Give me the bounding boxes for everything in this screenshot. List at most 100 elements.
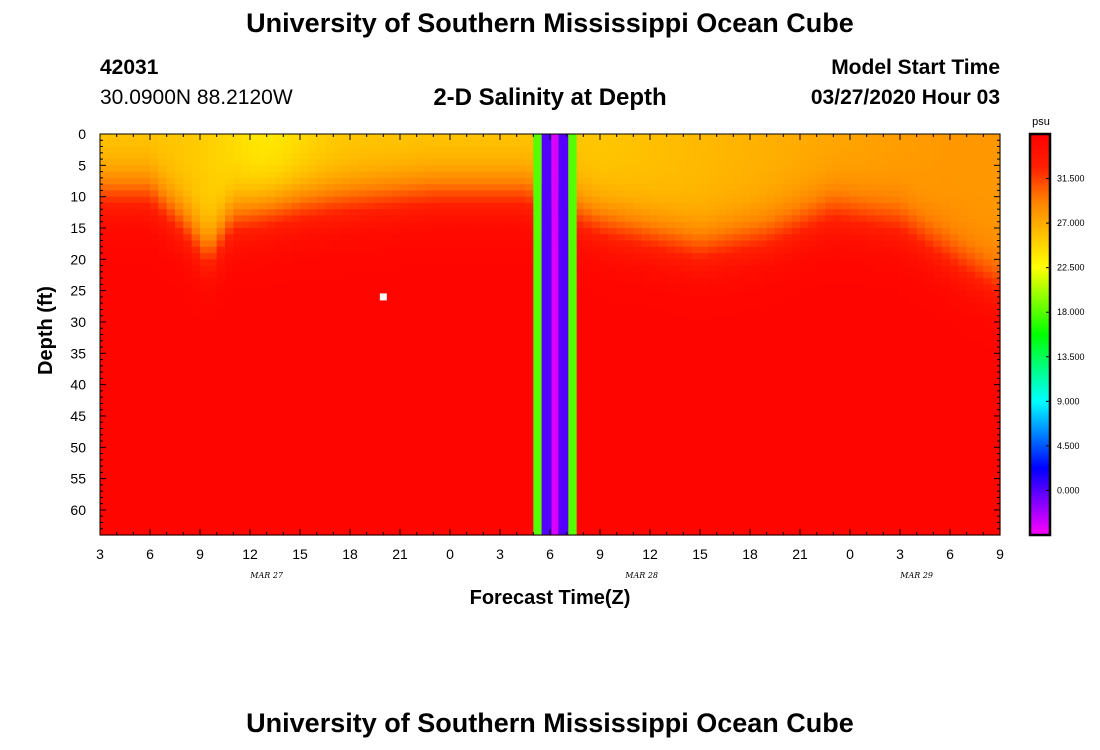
heatmap-cell — [191, 290, 201, 298]
heatmap-cell — [408, 134, 418, 141]
heatmap-cell — [400, 353, 409, 361]
heatmap-cell — [666, 497, 676, 505]
heatmap-cell — [600, 397, 609, 405]
heatmap-cell — [683, 315, 693, 323]
heatmap-cell — [633, 284, 643, 292]
heatmap-cell — [333, 165, 343, 173]
heatmap-cell — [283, 428, 293, 436]
heatmap-cell — [333, 177, 343, 185]
heatmap-cell — [283, 516, 293, 524]
heatmap-cell — [650, 202, 659, 210]
heatmap-cell — [416, 227, 426, 235]
heatmap-cell — [633, 491, 643, 499]
heatmap-cell — [425, 466, 434, 473]
heatmap-cell — [666, 265, 676, 273]
heatmap-cell — [475, 459, 484, 467]
heatmap-cell — [625, 484, 634, 492]
heatmap-cell — [333, 146, 343, 154]
heatmap-cell — [308, 227, 318, 235]
heatmap-cell — [491, 253, 501, 260]
heatmap-cell — [275, 509, 284, 517]
heatmap-cell — [116, 403, 126, 411]
heatmap-cell — [416, 303, 426, 311]
heatmap-cell — [508, 353, 518, 361]
heatmap-cell — [716, 384, 726, 392]
heatmap-cell — [441, 328, 451, 336]
heatmap-cell — [483, 347, 493, 354]
heatmap-cell — [341, 372, 351, 379]
heatmap-cell — [725, 365, 734, 373]
heatmap-cell — [691, 284, 701, 292]
heatmap-cell — [250, 359, 259, 367]
heatmap-cell — [325, 234, 334, 242]
heatmap-cell — [358, 334, 368, 342]
heatmap-cell — [741, 390, 751, 398]
heatmap-cell — [725, 390, 734, 398]
heatmap-cell — [216, 134, 226, 141]
heatmap-cell — [325, 259, 334, 267]
heatmap-cell — [725, 152, 734, 160]
heatmap-cell — [241, 215, 251, 223]
heatmap-cell — [441, 509, 451, 517]
heatmap-cell — [291, 284, 301, 292]
heatmap-cell — [633, 234, 643, 242]
heatmap-cell — [158, 165, 168, 173]
heatmap-cell — [666, 134, 676, 141]
heatmap-cell — [716, 146, 726, 154]
heatmap-cell — [366, 497, 376, 505]
heatmap-cell — [283, 353, 293, 361]
heatmap-cell — [666, 296, 676, 304]
heatmap-cell — [408, 177, 418, 185]
heatmap-cell — [508, 484, 518, 492]
heatmap-cell — [641, 340, 651, 348]
heatmap-cell — [158, 321, 168, 329]
heatmap-cell — [441, 390, 451, 398]
heatmap-cell — [208, 434, 218, 442]
heatmap-cell — [208, 428, 218, 436]
heatmap-cell — [625, 196, 634, 204]
heatmap-cell — [100, 484, 109, 492]
heatmap-cell — [216, 516, 226, 524]
heatmap-cell — [658, 134, 668, 141]
heatmap-cell — [450, 422, 459, 430]
heatmap-cell — [266, 522, 276, 530]
heatmap-cell — [308, 234, 318, 242]
heatmap-cell — [416, 309, 426, 317]
heatmap-cell — [283, 202, 293, 210]
heatmap-cell — [625, 202, 634, 210]
heatmap-cell — [350, 234, 359, 242]
heatmap-cell — [333, 284, 343, 292]
heatmap-cell — [233, 434, 243, 442]
heatmap-cell — [475, 253, 484, 260]
heatmap-cell — [583, 390, 593, 398]
heatmap-cell — [283, 378, 293, 386]
heatmap-cell — [725, 428, 734, 436]
heatmap-cell — [241, 459, 251, 467]
heatmap-cell — [641, 403, 651, 411]
heatmap-cell — [716, 140, 726, 148]
heatmap-cell — [141, 378, 151, 386]
heatmap-cell — [691, 321, 701, 329]
heatmap-cell — [141, 516, 151, 524]
heatmap-cell — [491, 265, 501, 273]
heatmap-cell — [250, 253, 259, 260]
heatmap-cell — [241, 209, 251, 217]
heatmap-cell — [433, 509, 443, 517]
heatmap-cell — [591, 303, 601, 311]
heatmap-cell — [125, 478, 134, 486]
heatmap-cell — [175, 246, 184, 254]
heatmap-cell — [391, 253, 401, 260]
heatmap-cell — [325, 265, 334, 273]
heatmap-cell — [116, 328, 126, 336]
heatmap-cell — [433, 146, 443, 154]
heatmap-cell — [700, 422, 709, 430]
heatmap-cell — [491, 428, 501, 436]
heatmap-cell — [291, 422, 301, 430]
heatmap-cell — [741, 353, 751, 361]
heatmap-cell — [100, 246, 109, 254]
heatmap-cell — [650, 466, 659, 473]
heatmap-cell — [416, 509, 426, 517]
heatmap-cell — [525, 146, 534, 154]
heatmap-cell — [258, 184, 268, 191]
heatmap-cell — [366, 422, 376, 430]
